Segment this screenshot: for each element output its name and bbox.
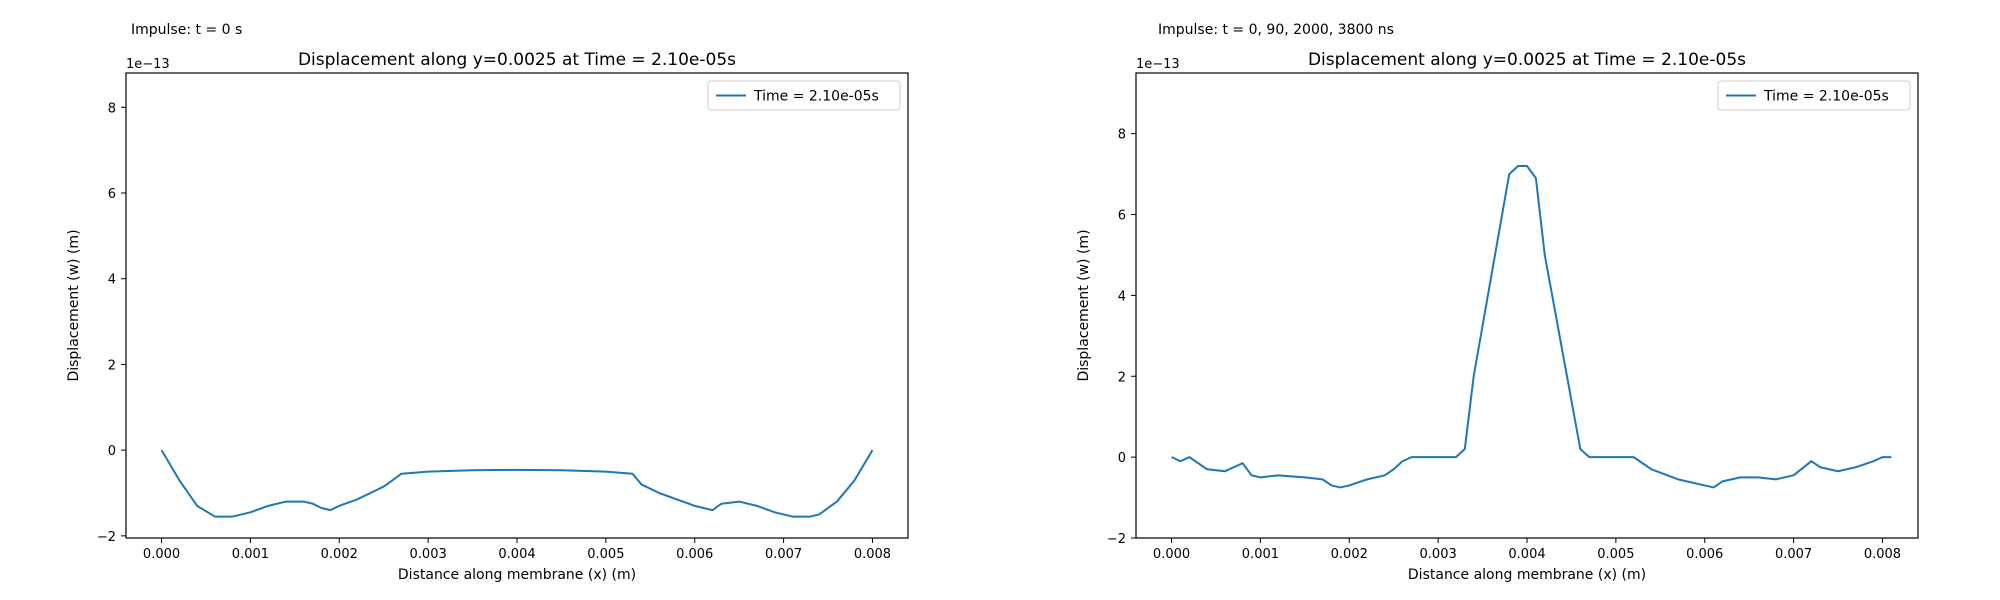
y-scale-exponent: 1e−13 [1136, 57, 1180, 72]
y-tick-label: 0 [108, 444, 116, 459]
x-tick-label: 0.003 [410, 547, 447, 562]
legend-label: Time = 2.10e-05s [1763, 89, 1889, 105]
x-tick-label: 0.005 [1597, 547, 1634, 562]
legend: Time = 2.10e-05s [707, 80, 901, 111]
y-tick-label: 2 [1118, 370, 1126, 385]
y-tick-label: 8 [108, 101, 116, 116]
series-line [1171, 165, 1892, 489]
y-tick-label: 0 [1118, 451, 1126, 466]
y-tick-label: 2 [108, 358, 116, 373]
x-tick-label: 0.004 [498, 547, 535, 562]
x-axis-label: Distance along membrane (x) (m) [1408, 567, 1646, 583]
y-tick-label: 4 [108, 273, 116, 288]
series-line [160, 449, 874, 518]
x-tick-label: 0.006 [676, 547, 713, 562]
panel-left: Impulse: t = 0 s Displacement along y=0.… [66, 22, 909, 583]
chart-title: Displacement along y=0.0025 at Time = 2.… [298, 50, 736, 70]
x-tick-label: 0.000 [143, 547, 180, 562]
chart-title: Displacement along y=0.0025 at Time = 2.… [1308, 50, 1746, 70]
x-tick-label: 0.007 [1775, 547, 1812, 562]
legend: Time = 2.10e-05s [1717, 80, 1911, 111]
y-tick-label: −2 [1107, 532, 1126, 547]
panel-right-caption: Impulse: t = 0, 90, 2000, 3800 ns [1158, 22, 1394, 38]
x-tick-label: 0.007 [765, 547, 802, 562]
x-tick-label: 0.001 [232, 547, 269, 562]
x-tick-label: 0.006 [1686, 547, 1723, 562]
legend-label: Time = 2.10e-05s [753, 89, 879, 105]
x-tick-label: 0.002 [321, 547, 358, 562]
plot-frame [1135, 72, 1919, 539]
y-tick-label: −2 [97, 530, 116, 545]
x-tick-label: 0.008 [1864, 547, 1901, 562]
y-tick-label: 8 [1118, 128, 1126, 143]
x-tick-label: 0.004 [1508, 547, 1545, 562]
y-tick-label: 6 [108, 187, 116, 202]
panel-right: Impulse: t = 0, 90, 2000, 3800 ns Displa… [1076, 22, 1919, 583]
x-tick-label: 0.003 [1420, 547, 1457, 562]
x-tick-label: 0.005 [587, 547, 624, 562]
y-tick-label: 6 [1118, 209, 1126, 224]
y-tick-label: 4 [1118, 289, 1126, 304]
legend-box [1717, 80, 1911, 111]
x-tick-label: 0.001 [1242, 547, 1279, 562]
legend-box [707, 80, 901, 111]
x-tick-label: 0.008 [854, 547, 891, 562]
x-axis-label: Distance along membrane (x) (m) [398, 567, 636, 583]
y-axis-label: Displacement (w) (m) [1076, 229, 1092, 381]
x-tick-label: 0.002 [1331, 547, 1368, 562]
y-scale-exponent: 1e−13 [126, 57, 170, 72]
y-axis-label: Displacement (w) (m) [66, 229, 82, 381]
x-tick-label: 0.000 [1153, 547, 1190, 562]
panel-left-caption: Impulse: t = 0 s [131, 22, 242, 38]
plot-frame [125, 72, 909, 539]
